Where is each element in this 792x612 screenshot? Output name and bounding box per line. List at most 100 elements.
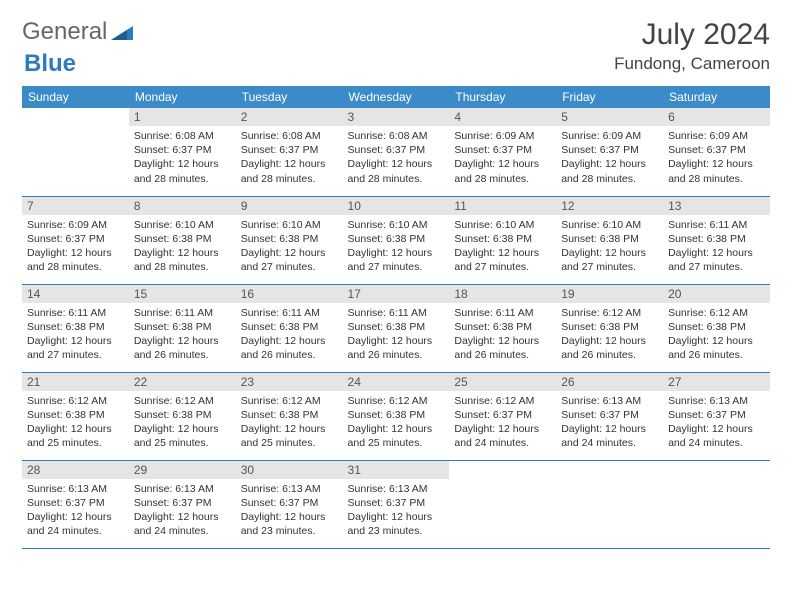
calendar-cell: 5Sunrise: 6:09 AMSunset: 6:37 PMDaylight…	[556, 108, 663, 196]
calendar-cell: 2Sunrise: 6:08 AMSunset: 6:37 PMDaylight…	[236, 108, 343, 196]
header: General July 2024 Fundong, Cameroon	[22, 18, 770, 74]
calendar-cell: 28Sunrise: 6:13 AMSunset: 6:37 PMDayligh…	[22, 460, 129, 548]
calendar-body: 1Sunrise: 6:08 AMSunset: 6:37 PMDaylight…	[22, 108, 770, 548]
day-number: 12	[556, 197, 663, 215]
day-details: Sunrise: 6:13 AMSunset: 6:37 PMDaylight:…	[236, 479, 343, 544]
calendar-cell: 11Sunrise: 6:10 AMSunset: 6:38 PMDayligh…	[449, 196, 556, 284]
day-details: Sunrise: 6:08 AMSunset: 6:37 PMDaylight:…	[236, 126, 343, 191]
day-details: Sunrise: 6:11 AMSunset: 6:38 PMDaylight:…	[129, 303, 236, 368]
location-subtitle: Fundong, Cameroon	[614, 54, 770, 74]
day-details: Sunrise: 6:13 AMSunset: 6:37 PMDaylight:…	[129, 479, 236, 544]
logo-text-blue: Blue	[24, 50, 76, 77]
day-number: 30	[236, 461, 343, 479]
page-title: July 2024	[614, 18, 770, 52]
day-number: 9	[236, 197, 343, 215]
day-number: 2	[236, 108, 343, 126]
weekday-header: Saturday	[663, 86, 770, 108]
calendar-cell: 22Sunrise: 6:12 AMSunset: 6:38 PMDayligh…	[129, 372, 236, 460]
day-details: Sunrise: 6:09 AMSunset: 6:37 PMDaylight:…	[556, 126, 663, 191]
day-number: 8	[129, 197, 236, 215]
day-number: 3	[343, 108, 450, 126]
calendar-cell: 18Sunrise: 6:11 AMSunset: 6:38 PMDayligh…	[449, 284, 556, 372]
calendar-cell	[663, 460, 770, 548]
logo-text-general: General	[22, 18, 107, 46]
day-details: Sunrise: 6:10 AMSunset: 6:38 PMDaylight:…	[236, 215, 343, 280]
day-number: 21	[22, 373, 129, 391]
calendar-cell: 17Sunrise: 6:11 AMSunset: 6:38 PMDayligh…	[343, 284, 450, 372]
day-details: Sunrise: 6:08 AMSunset: 6:37 PMDaylight:…	[129, 126, 236, 191]
day-number: 24	[343, 373, 450, 391]
day-details: Sunrise: 6:11 AMSunset: 6:38 PMDaylight:…	[449, 303, 556, 368]
day-details: Sunrise: 6:13 AMSunset: 6:37 PMDaylight:…	[663, 391, 770, 456]
day-details: Sunrise: 6:11 AMSunset: 6:38 PMDaylight:…	[236, 303, 343, 368]
calendar-cell: 9Sunrise: 6:10 AMSunset: 6:38 PMDaylight…	[236, 196, 343, 284]
calendar-cell: 4Sunrise: 6:09 AMSunset: 6:37 PMDaylight…	[449, 108, 556, 196]
day-number: 26	[556, 373, 663, 391]
weekday-header: Thursday	[449, 86, 556, 108]
calendar-cell: 27Sunrise: 6:13 AMSunset: 6:37 PMDayligh…	[663, 372, 770, 460]
day-details: Sunrise: 6:11 AMSunset: 6:38 PMDaylight:…	[343, 303, 450, 368]
day-details: Sunrise: 6:09 AMSunset: 6:37 PMDaylight:…	[663, 126, 770, 191]
day-details: Sunrise: 6:12 AMSunset: 6:38 PMDaylight:…	[129, 391, 236, 456]
day-details: Sunrise: 6:13 AMSunset: 6:37 PMDaylight:…	[556, 391, 663, 456]
day-details: Sunrise: 6:12 AMSunset: 6:38 PMDaylight:…	[236, 391, 343, 456]
day-details: Sunrise: 6:13 AMSunset: 6:37 PMDaylight:…	[343, 479, 450, 544]
day-details: Sunrise: 6:10 AMSunset: 6:38 PMDaylight:…	[129, 215, 236, 280]
calendar-row: 28Sunrise: 6:13 AMSunset: 6:37 PMDayligh…	[22, 460, 770, 548]
day-details: Sunrise: 6:12 AMSunset: 6:38 PMDaylight:…	[343, 391, 450, 456]
calendar-row: 21Sunrise: 6:12 AMSunset: 6:38 PMDayligh…	[22, 372, 770, 460]
calendar-cell: 15Sunrise: 6:11 AMSunset: 6:38 PMDayligh…	[129, 284, 236, 372]
day-number: 18	[449, 285, 556, 303]
calendar-cell: 30Sunrise: 6:13 AMSunset: 6:37 PMDayligh…	[236, 460, 343, 548]
day-details: Sunrise: 6:08 AMSunset: 6:37 PMDaylight:…	[343, 126, 450, 191]
day-number: 17	[343, 285, 450, 303]
calendar-cell: 8Sunrise: 6:10 AMSunset: 6:38 PMDaylight…	[129, 196, 236, 284]
calendar-row: 7Sunrise: 6:09 AMSunset: 6:37 PMDaylight…	[22, 196, 770, 284]
day-details: Sunrise: 6:09 AMSunset: 6:37 PMDaylight:…	[449, 126, 556, 191]
day-details: Sunrise: 6:11 AMSunset: 6:38 PMDaylight:…	[22, 303, 129, 368]
day-number: 28	[22, 461, 129, 479]
day-number: 22	[129, 373, 236, 391]
calendar-cell: 29Sunrise: 6:13 AMSunset: 6:37 PMDayligh…	[129, 460, 236, 548]
day-number: 20	[663, 285, 770, 303]
day-number: 15	[129, 285, 236, 303]
weekday-header: Tuesday	[236, 86, 343, 108]
calendar-cell: 20Sunrise: 6:12 AMSunset: 6:38 PMDayligh…	[663, 284, 770, 372]
day-number: 16	[236, 285, 343, 303]
calendar-cell: 13Sunrise: 6:11 AMSunset: 6:38 PMDayligh…	[663, 196, 770, 284]
day-number: 19	[556, 285, 663, 303]
calendar-cell: 16Sunrise: 6:11 AMSunset: 6:38 PMDayligh…	[236, 284, 343, 372]
day-details: Sunrise: 6:09 AMSunset: 6:37 PMDaylight:…	[22, 215, 129, 280]
calendar-cell	[556, 460, 663, 548]
day-details: Sunrise: 6:13 AMSunset: 6:37 PMDaylight:…	[22, 479, 129, 544]
calendar-header-row: SundayMondayTuesdayWednesdayThursdayFrid…	[22, 86, 770, 108]
day-number: 25	[449, 373, 556, 391]
day-number: 14	[22, 285, 129, 303]
calendar-cell	[22, 108, 129, 196]
day-number: 6	[663, 108, 770, 126]
calendar-cell: 26Sunrise: 6:13 AMSunset: 6:37 PMDayligh…	[556, 372, 663, 460]
weekday-header: Wednesday	[343, 86, 450, 108]
logo: General	[22, 18, 133, 46]
day-details: Sunrise: 6:12 AMSunset: 6:37 PMDaylight:…	[449, 391, 556, 456]
day-details: Sunrise: 6:12 AMSunset: 6:38 PMDaylight:…	[556, 303, 663, 368]
day-number: 1	[129, 108, 236, 126]
day-details: Sunrise: 6:12 AMSunset: 6:38 PMDaylight:…	[663, 303, 770, 368]
weekday-header: Sunday	[22, 86, 129, 108]
calendar-cell: 24Sunrise: 6:12 AMSunset: 6:38 PMDayligh…	[343, 372, 450, 460]
calendar-cell: 12Sunrise: 6:10 AMSunset: 6:38 PMDayligh…	[556, 196, 663, 284]
day-number: 29	[129, 461, 236, 479]
calendar-cell: 10Sunrise: 6:10 AMSunset: 6:38 PMDayligh…	[343, 196, 450, 284]
day-number: 7	[22, 197, 129, 215]
day-number: 13	[663, 197, 770, 215]
calendar-cell: 21Sunrise: 6:12 AMSunset: 6:38 PMDayligh…	[22, 372, 129, 460]
day-details: Sunrise: 6:10 AMSunset: 6:38 PMDaylight:…	[343, 215, 450, 280]
calendar-cell: 31Sunrise: 6:13 AMSunset: 6:37 PMDayligh…	[343, 460, 450, 548]
day-details: Sunrise: 6:11 AMSunset: 6:38 PMDaylight:…	[663, 215, 770, 280]
weekday-header: Monday	[129, 86, 236, 108]
day-number: 11	[449, 197, 556, 215]
day-number: 10	[343, 197, 450, 215]
calendar-cell: 1Sunrise: 6:08 AMSunset: 6:37 PMDaylight…	[129, 108, 236, 196]
logo-triangle-icon	[111, 24, 133, 40]
calendar-cell: 6Sunrise: 6:09 AMSunset: 6:37 PMDaylight…	[663, 108, 770, 196]
